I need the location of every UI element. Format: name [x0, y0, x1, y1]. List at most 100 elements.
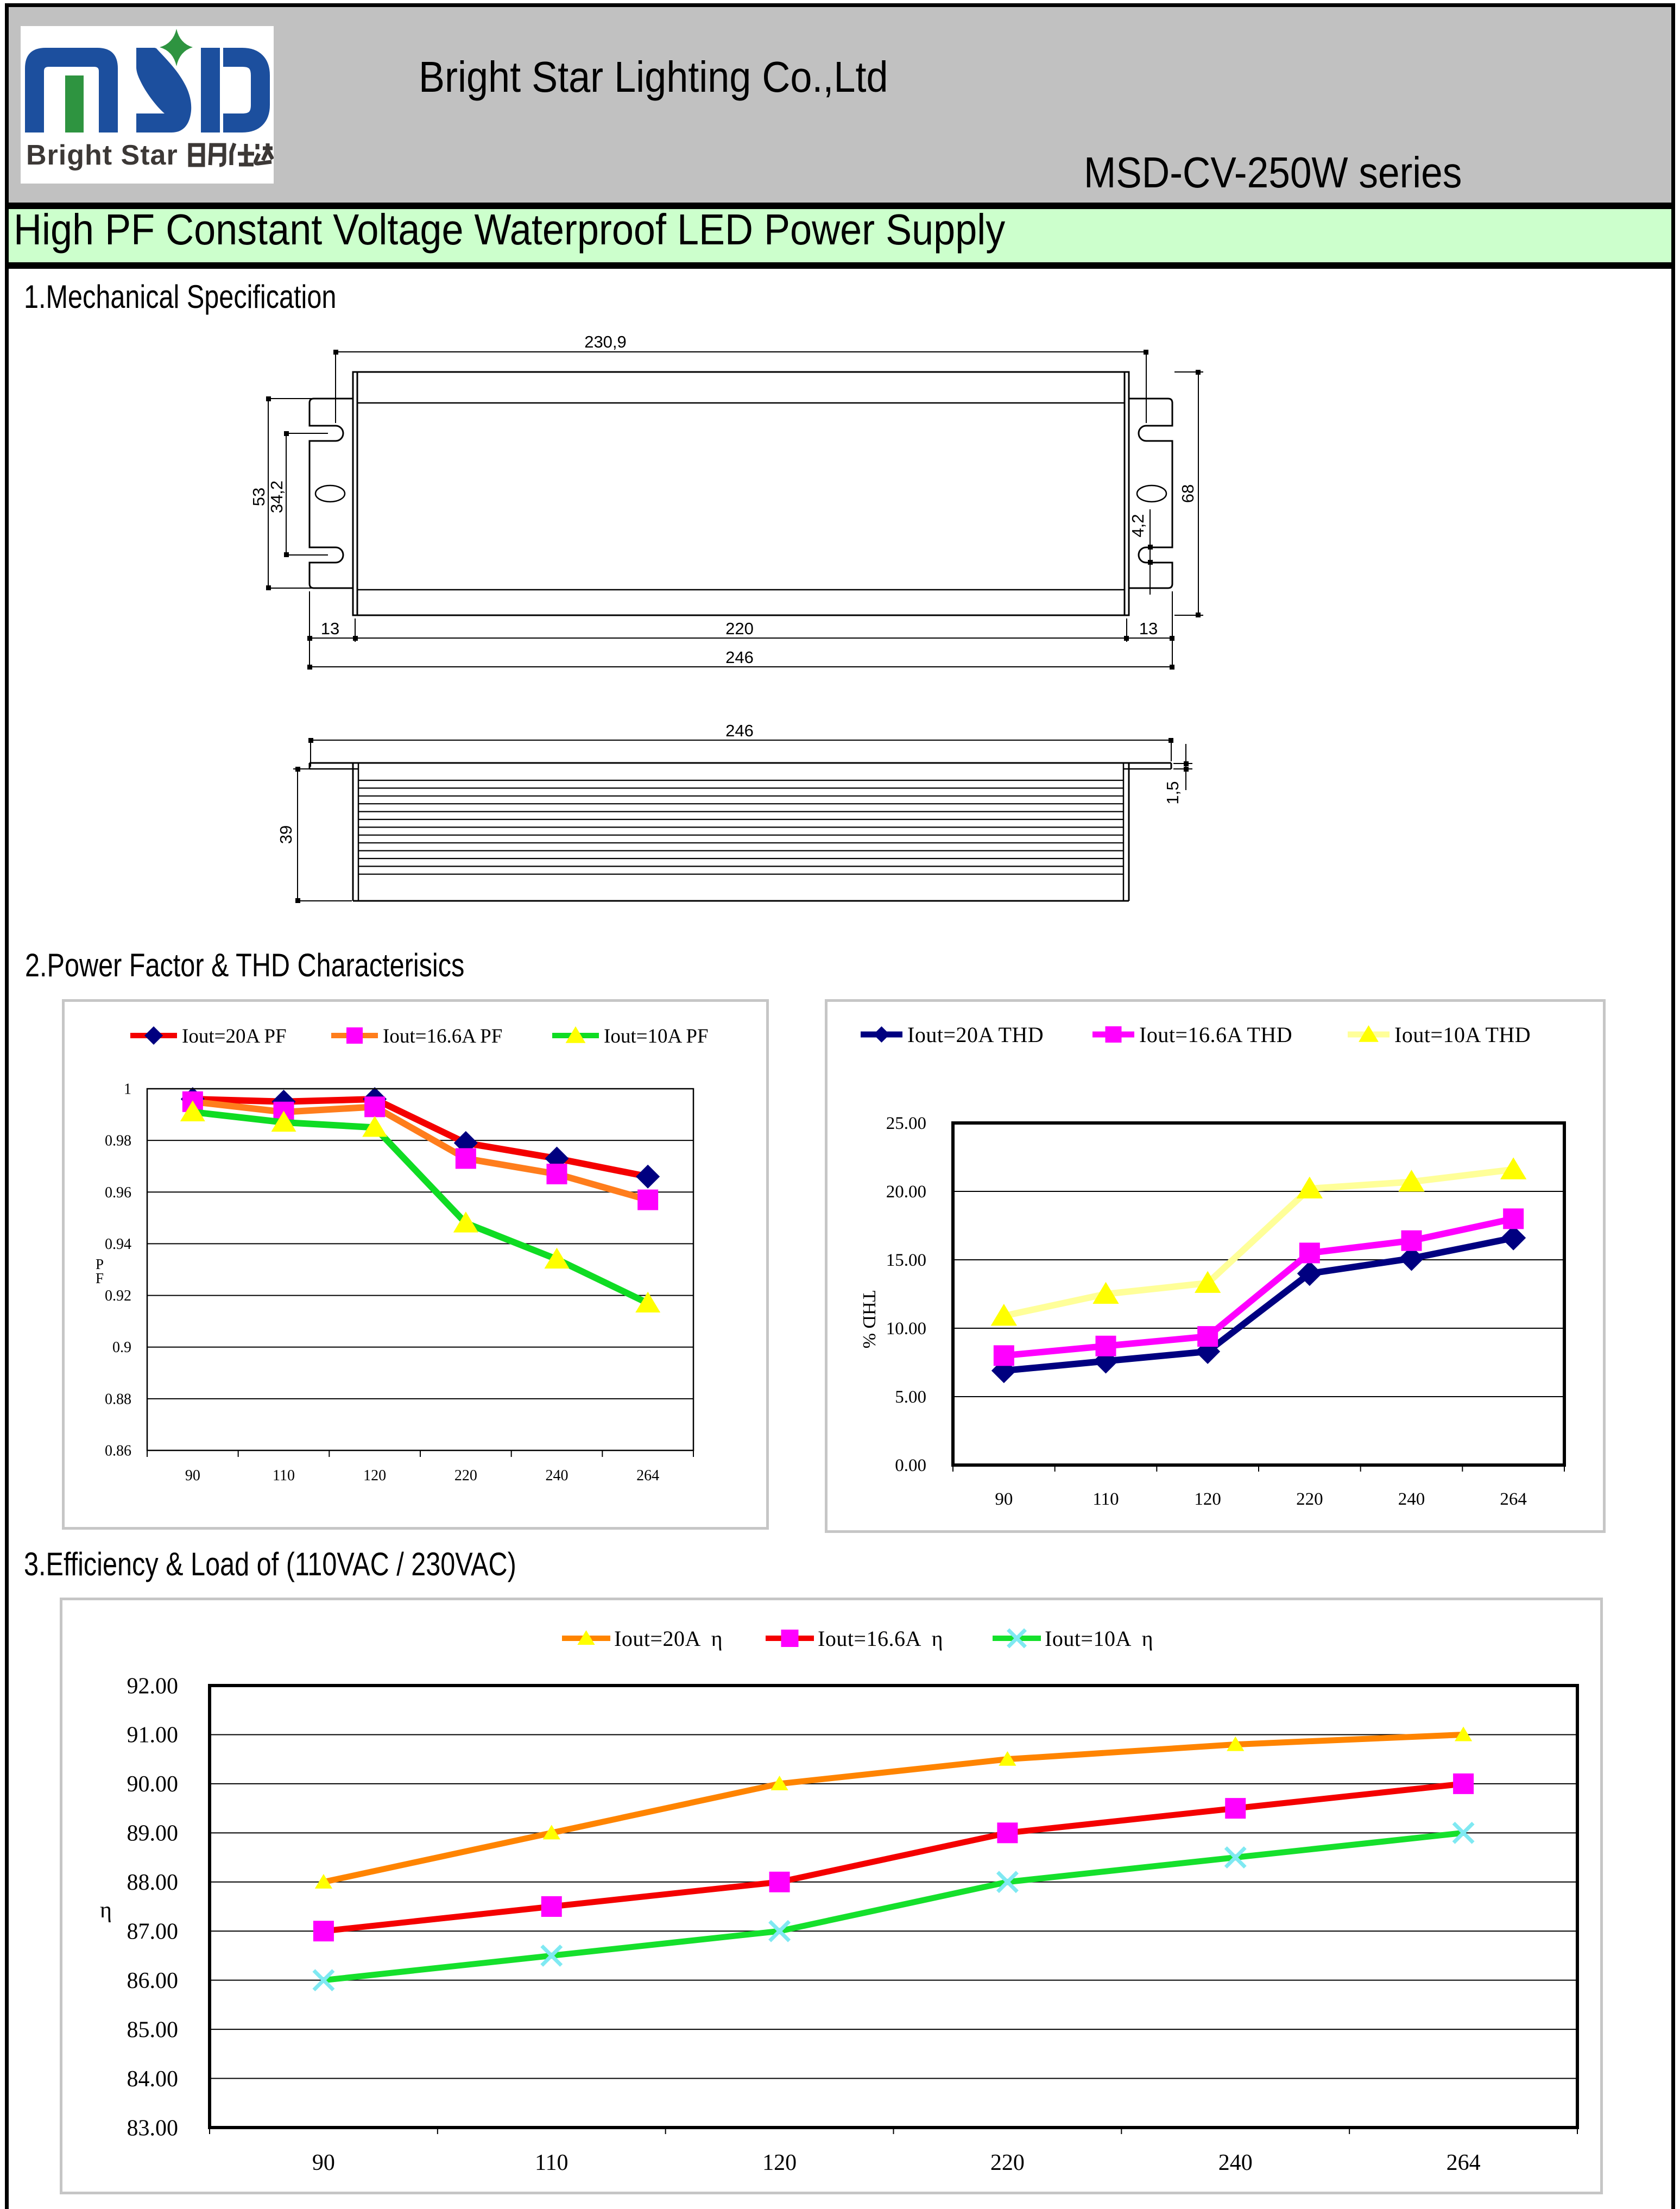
grid-lines: [953, 1191, 1564, 1397]
dim-total-width: 246: [725, 648, 754, 667]
series-line-1: [1003, 1215, 1514, 1359]
data-point-marker: [993, 1345, 1014, 1366]
legend-swatch-marker: [1105, 1026, 1122, 1043]
logo: Bright Star: [21, 26, 274, 184]
legend-label: Iout=16.6A THD: [1139, 1023, 1292, 1047]
legend-item: Iout=16.6A THD: [1092, 1023, 1292, 1047]
data-point-marker: [455, 1148, 476, 1169]
legend-item: Iout=20A η: [562, 1626, 723, 1651]
page-border-left: [5, 3, 9, 2209]
company-name: Bright Star Lighting Co.,Ltd: [419, 53, 888, 101]
series-line-2: [323, 1829, 1464, 1984]
data-point-marker: [1227, 1736, 1245, 1751]
data-point-marker: [1454, 1726, 1473, 1741]
drawing-dimension-labels: 230,9 53 34,2 4,2 68 13 220 13 246 246 3…: [249, 332, 1197, 844]
data-point-marker: [1297, 1261, 1322, 1286]
x-axis-tick-label: 90: [995, 1490, 1013, 1509]
pf-chart-canvas: 1 0.98 0.96 0.94 0.92 0.9 0.88 0.86 90 110 120 220 2…: [96, 1025, 709, 1484]
series-name: MSD-CV-250W series: [1084, 148, 1462, 197]
legend-label: Iout=20A THD: [907, 1023, 1044, 1047]
banner-separator: [5, 262, 1675, 269]
data-point-marker: [636, 1164, 660, 1189]
legend-swatch-marker: [346, 1027, 363, 1044]
drawing-left-oval-hole: [314, 484, 346, 503]
y-axis-tick-label: 20.00: [886, 1182, 926, 1202]
y-axis-tick-label: 83.00: [127, 2116, 179, 2141]
drawing-right-oval-hole: [1136, 484, 1167, 503]
header: [9, 7, 1671, 203]
legend-label: Iout=10A THD: [1394, 1023, 1531, 1047]
y-axis-tick-label: 0.9: [112, 1339, 131, 1356]
msd-logo-graphic: Bright Star: [25, 28, 274, 171]
x-axis-tick-label: 264: [1447, 2150, 1481, 2175]
x-axis-ticks: [147, 1450, 694, 1457]
x-axis-tick-label: 90: [312, 2150, 335, 2175]
data-point-marker: [1299, 1242, 1320, 1264]
y-axis-tick-label: 88.00: [127, 1870, 179, 1895]
dim-lip-thickness: 1,5: [1163, 781, 1182, 804]
legend-swatch-marker: [781, 1630, 799, 1647]
thd-chart: 25.00 20.00 15.00 10.00 5.00 0.00 90 110 120 220 2…: [825, 999, 1606, 1533]
y-axis-tick-label: 85.00: [127, 2017, 179, 2042]
dim-slot-pitch: 34,2: [267, 481, 286, 513]
y-axis-tick-label: 1: [124, 1081, 131, 1098]
data-point-marker: [546, 1163, 567, 1184]
x-axis-tick-label: 110: [1092, 1490, 1119, 1509]
section-title-mechanical: 1.Mechanical Specification: [24, 279, 337, 315]
data-point-marker: [1296, 1176, 1323, 1199]
drawing-fins: [358, 779, 1123, 875]
dim-flange-left: 13: [321, 619, 339, 638]
series-markers-0: [314, 1726, 1473, 1889]
data-point-marker: [1500, 1157, 1527, 1179]
section-title-efficiency: 3.Efficiency & Load of (110VAC / 230VAC): [24, 1546, 516, 1582]
dim-bracket-height: 53: [249, 488, 268, 506]
y-axis-tick-label: 10.00: [886, 1319, 926, 1339]
y-axis-tick-label: 0.98: [105, 1133, 131, 1150]
data-point-marker: [1195, 1271, 1221, 1293]
legend-item: Iout=16.6A PF: [331, 1025, 502, 1047]
logo-letter-d-bowl: [223, 48, 270, 132]
x-axis-tick-label: 110: [535, 2150, 568, 2175]
legend: Iout=20A PF Iout=16.6A PF Iout=10A PF: [130, 1025, 709, 1047]
data-point-marker: [770, 1776, 788, 1790]
y-axis-tick-label: 92.00: [127, 1674, 179, 1699]
y-axis-title: THD %: [859, 1291, 879, 1349]
data-point-marker: [1095, 1335, 1116, 1356]
series-line-2: [192, 1108, 649, 1307]
drawing-body: [352, 371, 1130, 616]
x-axis-tick-label: 240: [1218, 2150, 1253, 2175]
legend-item: Iout=10A THD: [1348, 1023, 1531, 1047]
data-point-marker: [180, 1100, 205, 1122]
y-axis-tick-label: 0.86: [105, 1443, 131, 1460]
data-point-marker: [544, 1247, 570, 1269]
y-axis-labels: 25.00 20.00 15.00 10.00 5.00 0.00: [886, 1114, 926, 1475]
page-title: High PF Constant Voltage Waterproof LED …: [14, 205, 1006, 254]
y-axis-title: P: [96, 1256, 104, 1272]
series-markers-2: [990, 1157, 1527, 1326]
logo-star-icon: [153, 28, 200, 67]
drawing-right-bracket: [1129, 397, 1173, 589]
legend-swatch-marker: [144, 1026, 163, 1045]
y-axis-tick-label: 86.00: [127, 1968, 179, 1993]
y-axis-labels: 1 0.98 0.96 0.94 0.92 0.9 0.88 0.86: [105, 1081, 131, 1460]
data-point-marker: [1224, 1846, 1247, 1869]
legend-label: Iout=16.6A η: [818, 1626, 943, 1651]
y-axis-labels: 92.00 91.00 90.00 89.00 88.00 87.00 86.00 85.00…: [127, 1674, 179, 2141]
y-axis-tick-label: 0.92: [105, 1287, 131, 1304]
legend-swatch-marker: [1359, 1025, 1379, 1042]
grid-lines: [210, 1734, 1577, 2079]
section-title-pf-thd: 2.Power Factor & THD Characterisics: [25, 947, 465, 983]
page-border-top: [5, 3, 1675, 7]
y-axis-tick-label: 5.00: [895, 1387, 926, 1407]
logo-letter-s: [136, 48, 192, 132]
x-axis-tick-label: 240: [546, 1467, 569, 1484]
page-border-right: [1671, 3, 1675, 2209]
legend-label: Iout=10A PF: [604, 1025, 709, 1047]
data-point-marker: [542, 1825, 560, 1840]
data-point-marker: [313, 1921, 334, 1942]
logo-subtext-latin: Bright Star: [26, 140, 178, 171]
series-markers-1: [313, 1773, 1474, 1942]
data-point-marker: [996, 1871, 1019, 1894]
legend-item: Iout=10A PF: [552, 1025, 709, 1047]
legend-swatch-marker: [873, 1026, 890, 1043]
